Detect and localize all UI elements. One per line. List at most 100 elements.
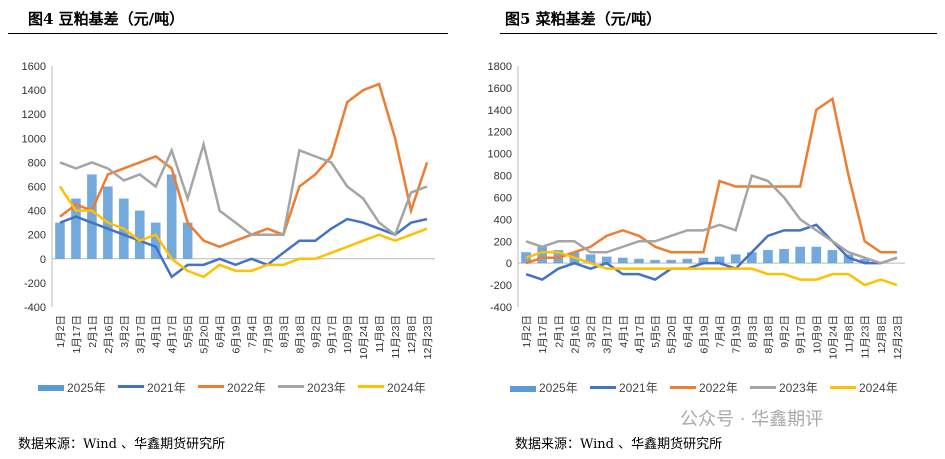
chart2-divider <box>500 33 937 34</box>
x-tick-label: 5月5日 <box>183 315 195 348</box>
x-tick-label: 12月23日 <box>892 315 904 359</box>
y-tick-label: 0 <box>40 254 46 266</box>
chart2-rapeseed-meal-basis: -400 -200 0 200 400 600 800 1000 1200 1400 1600 180… <box>488 61 905 395</box>
chart1-source: 数据来源：Wind 、华鑫期货研究所 <box>18 437 226 452</box>
x-tick-label: 11月23日 <box>860 315 872 359</box>
y-tick-label: 600 <box>28 182 46 194</box>
x-tick-label: 2月1日 <box>553 315 565 348</box>
y-tick-label: -200 <box>24 278 46 290</box>
bar-2025年 <box>601 256 612 264</box>
y-tick-label: 1600 <box>488 83 512 95</box>
legend-label: 2022年 <box>227 381 266 395</box>
legend-label: 2021年 <box>147 381 186 395</box>
x-tick-label: 2月16日 <box>103 315 115 354</box>
x-tick-label: 8月3日 <box>747 315 759 348</box>
x-tick-label: 8月18日 <box>294 315 306 354</box>
x-tick-label: 11月8日 <box>374 315 386 353</box>
x-tick-label: 9月2日 <box>310 315 322 348</box>
x-tick-label: 11月8日 <box>844 315 856 353</box>
x-tick-label: 8月18日 <box>763 315 775 354</box>
line-2023年 <box>525 173 898 265</box>
x-tick-label: 4月1日 <box>151 315 163 348</box>
x-tick-label: 6月19日 <box>231 315 243 354</box>
y-tick-label: 1000 <box>22 133 46 145</box>
x-tick-label: 1月17日 <box>537 315 549 354</box>
x-tick-label: 4月17日 <box>634 315 646 354</box>
x-tick-label: 4月1日 <box>618 315 630 348</box>
x-tick-label: 6月4日 <box>682 315 694 348</box>
x-tick-label: 1月2日 <box>55 315 67 348</box>
y-tick-label: 1200 <box>22 109 46 121</box>
chart1-soymeal-basis: -400 -200 0 200 400 600 800 1000 1200 1400 1600 1月2… <box>22 61 435 395</box>
x-tick-label: 9月17日 <box>326 315 338 354</box>
x-tick-label: 1月17日 <box>71 315 83 354</box>
x-tick-label: 3月17日 <box>602 315 614 354</box>
chart1-divider <box>8 33 448 34</box>
y-tick-label: 1400 <box>488 105 512 117</box>
bar-2025年 <box>634 258 644 264</box>
x-tick-label: 12月8日 <box>406 315 418 354</box>
x-tick-label: 12月23日 <box>422 315 434 359</box>
y-tick-label: -400 <box>24 302 46 314</box>
legend-swatch <box>38 385 64 391</box>
bar-2025年 <box>763 250 773 264</box>
legend-label: 2024年 <box>387 381 426 395</box>
x-tick-label: 6月4日 <box>215 315 227 348</box>
bar-2025年 <box>521 252 531 264</box>
bar-2025年 <box>682 258 693 264</box>
bar-2025年 <box>811 246 822 264</box>
legend-swatch <box>750 386 776 389</box>
bar-2025年 <box>746 252 757 264</box>
legend-label: 2021年 <box>619 381 658 395</box>
x-tick-label: 5月20日 <box>666 315 678 354</box>
chart2-source: 数据来源：Wind 、华鑫期货研究所 <box>515 437 723 452</box>
x-tick-label: 10月24日 <box>358 315 370 359</box>
bar-2025年 <box>827 250 838 264</box>
x-tick-label: 5月20日 <box>199 315 211 354</box>
y-tick-label: 200 <box>494 236 512 248</box>
legend-swatch <box>278 385 304 388</box>
x-tick-label: 2月1日 <box>87 315 99 348</box>
x-tick-label: 7月19日 <box>262 315 274 354</box>
legend-swatch <box>590 386 616 389</box>
y-tick-label: 1600 <box>22 61 46 73</box>
bar-2025年 <box>730 254 741 264</box>
x-tick-label: 3月2日 <box>586 315 598 348</box>
x-tick-label: 10月9日 <box>342 315 354 354</box>
bar-2025年 <box>585 254 596 264</box>
x-tick-label: 10月9日 <box>811 315 823 354</box>
y-tick-label: 800 <box>28 157 46 169</box>
y-tick-label: -400 <box>490 302 512 314</box>
legend-swatch <box>670 386 696 389</box>
legend-label: 2024年 <box>859 381 898 395</box>
chart1-title: 图4 豆粕基差（元/吨） <box>28 10 185 28</box>
x-tick-label: 2月16日 <box>569 315 581 354</box>
x-tick-label: 12月8日 <box>876 315 888 354</box>
bar-2025年 <box>71 198 81 259</box>
x-tick-label: 7月4日 <box>715 315 727 348</box>
line-2022年 <box>525 96 897 265</box>
x-tick-label: 9月17日 <box>795 315 807 354</box>
bar-2025年 <box>87 174 97 259</box>
watermark: 公众号 · 华鑫期评 <box>680 409 824 430</box>
bar-2025年 <box>795 246 806 264</box>
bar-2025年 <box>166 174 177 259</box>
bar-2025年 <box>150 222 161 259</box>
x-tick-label: 4月17日 <box>167 315 179 354</box>
bar-2025年 <box>698 257 709 264</box>
line-2021年 <box>525 223 898 281</box>
x-tick-label: 1月2日 <box>521 315 533 348</box>
bar-2025年 <box>859 258 870 264</box>
line-2022年 <box>59 82 429 249</box>
legend-swatch <box>510 386 536 392</box>
x-tick-label: 6月19日 <box>698 315 710 354</box>
line-2021年 <box>59 215 428 279</box>
bar-2025年 <box>666 259 677 264</box>
legend-label: 2023年 <box>779 381 818 395</box>
x-tick-label: 11月23日 <box>390 315 402 359</box>
bar-2025年 <box>182 222 193 259</box>
legend-swatch <box>118 385 144 388</box>
line-2024年 <box>525 250 898 287</box>
legend-label: 2022年 <box>699 381 738 395</box>
legend-swatch <box>198 385 224 388</box>
